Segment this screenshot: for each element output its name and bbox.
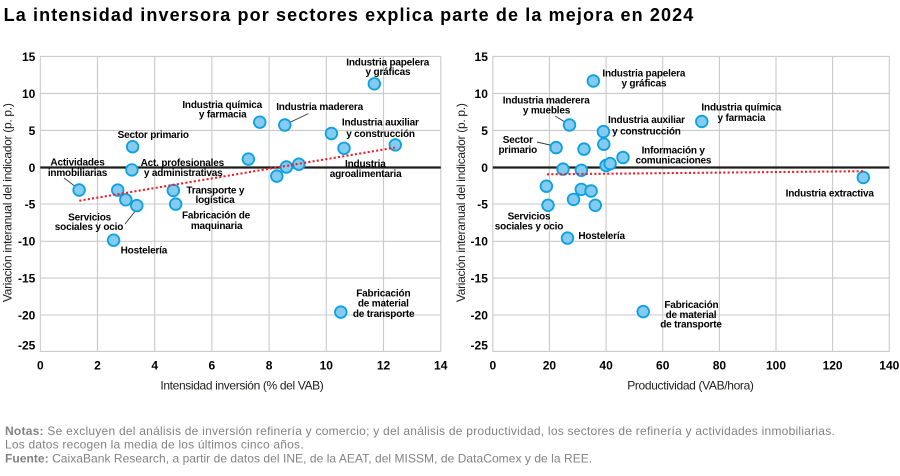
svg-text:agroalimentaria: agroalimentaria [330, 169, 402, 180]
svg-text:Fabricación de: Fabricación de [182, 211, 251, 222]
svg-text:140: 140 [879, 359, 899, 373]
svg-text:0: 0 [481, 161, 488, 175]
svg-text:Sector primario: Sector primario [118, 130, 189, 141]
svg-text:8: 8 [266, 359, 273, 373]
svg-text:y gráficas: y gráficas [366, 67, 412, 78]
svg-text:0: 0 [29, 161, 36, 175]
svg-text:6: 6 [209, 359, 216, 373]
svg-text:-15: -15 [471, 272, 489, 286]
svg-text:Variación interanual del indic: Variación interanual del indicador (p. p… [1, 103, 15, 302]
svg-text:de material: de material [666, 310, 717, 321]
svg-text:de transporte: de transporte [660, 320, 722, 331]
svg-text:y farmacia: y farmacia [199, 110, 247, 121]
svg-text:sociales y ocio: sociales y ocio [55, 222, 124, 233]
svg-text:10: 10 [22, 87, 36, 101]
svg-text:Servicios: Servicios [508, 211, 551, 222]
svg-text:Industria maderera: Industria maderera [276, 102, 363, 113]
svg-text:Industria papelera: Industria papelera [346, 58, 430, 69]
svg-text:Industria extractiva: Industria extractiva [786, 189, 875, 200]
svg-text:14: 14 [434, 359, 448, 373]
svg-text:5: 5 [29, 124, 36, 138]
svg-text:-5: -5 [477, 197, 488, 211]
svg-text:-20: -20 [471, 308, 489, 322]
svg-text:de transporte: de transporte [353, 309, 415, 320]
svg-text:comunicaciones: comunicaciones [635, 156, 711, 167]
svg-text:-25: -25 [471, 339, 489, 353]
svg-text:10: 10 [320, 359, 334, 373]
svg-text:12: 12 [377, 359, 391, 373]
svg-text:Hostelería: Hostelería [578, 231, 625, 242]
svg-text:20: 20 [543, 359, 557, 373]
svg-text:Industria química: Industria química [701, 103, 781, 114]
svg-text:5: 5 [481, 124, 488, 138]
svg-text:Sector: Sector [503, 135, 533, 146]
svg-text:Transporte y: Transporte y [186, 185, 244, 196]
svg-text:Hostelería: Hostelería [121, 245, 168, 256]
svg-text:Servicios: Servicios [68, 212, 111, 223]
svg-text:Notas: Se excluyen del análisi: Notas: Se excluyen del análisis de inver… [5, 424, 835, 438]
svg-text:y farmacia: y farmacia [718, 113, 766, 124]
svg-text:Industria auxiliar: Industria auxiliar [608, 115, 685, 126]
svg-text:Act. profesionales: Act. profesionales [141, 158, 225, 169]
svg-text:Los datos recogen la media de: Los datos recogen la media de los último… [5, 438, 304, 452]
svg-text:maquinaria: maquinaria [191, 221, 243, 232]
svg-text:10: 10 [475, 87, 489, 101]
svg-text:-10: -10 [18, 235, 36, 249]
svg-text:Industria maderera: Industria maderera [503, 95, 590, 106]
svg-text:Fuente: CaixaBank Research, a: Fuente: CaixaBank Research, a partir de … [5, 452, 592, 466]
svg-text:-10: -10 [471, 235, 489, 249]
svg-text:Variación interanual del indic: Variación interanual del indicador (p. p… [454, 103, 468, 302]
svg-text:Fabricación: Fabricación [664, 300, 718, 311]
svg-text:y construcción: y construcción [346, 129, 415, 140]
svg-text:-20: -20 [18, 308, 36, 322]
svg-text:Información y: Información y [642, 145, 706, 156]
svg-text:primario: primario [499, 145, 538, 156]
svg-text:0: 0 [37, 359, 44, 373]
svg-text:y administrativas: y administrativas [144, 168, 223, 179]
svg-text:120: 120 [823, 359, 843, 373]
svg-text:inmobiliarias: inmobiliarias [48, 168, 108, 179]
svg-text:15: 15 [22, 50, 36, 64]
svg-text:40: 40 [599, 359, 613, 373]
svg-text:Industria papelera: Industria papelera [602, 68, 686, 79]
svg-text:Industria: Industria [345, 159, 386, 170]
svg-text:-5: -5 [25, 197, 36, 211]
svg-text:de material: de material [358, 299, 409, 310]
svg-text:Industria auxiliar: Industria auxiliar [342, 118, 419, 129]
svg-text:y muebles: y muebles [523, 106, 571, 117]
svg-text:logística: logística [196, 195, 236, 206]
svg-text:Actividades: Actividades [50, 158, 105, 169]
svg-text:80: 80 [713, 359, 727, 373]
svg-text:Fabricación: Fabricación [356, 289, 410, 300]
svg-text:-15: -15 [18, 272, 36, 286]
svg-text:Intensidad inversión (% del VA: Intensidad inversión (% del VAB) [160, 378, 323, 392]
svg-text:La intensidad inversora por se: La intensidad inversora por sectores exp… [4, 5, 695, 25]
svg-text:0: 0 [489, 359, 496, 373]
svg-text:60: 60 [656, 359, 670, 373]
svg-text:sociales y ocio: sociales y ocio [495, 221, 564, 232]
svg-text:100: 100 [766, 359, 786, 373]
svg-text:Industria química: Industria química [182, 100, 262, 111]
svg-text:-25: -25 [18, 339, 36, 353]
svg-text:15: 15 [475, 50, 489, 64]
svg-text:y construcción: y construcción [612, 126, 681, 137]
svg-text:2: 2 [94, 359, 101, 373]
svg-text:4: 4 [151, 359, 158, 373]
svg-text:y gráficas: y gráficas [621, 78, 667, 89]
svg-text:Productividad (VAB/hora): Productividad (VAB/hora) [627, 378, 754, 392]
